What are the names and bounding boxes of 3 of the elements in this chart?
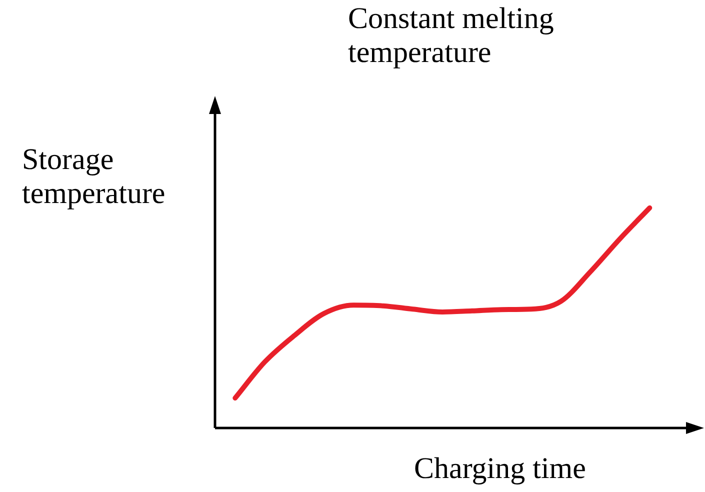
x-axis-title: Charging time — [414, 452, 586, 486]
chart-title: Constant melting temperature — [348, 2, 555, 70]
y-axis-title: Storage temperature — [22, 143, 166, 211]
